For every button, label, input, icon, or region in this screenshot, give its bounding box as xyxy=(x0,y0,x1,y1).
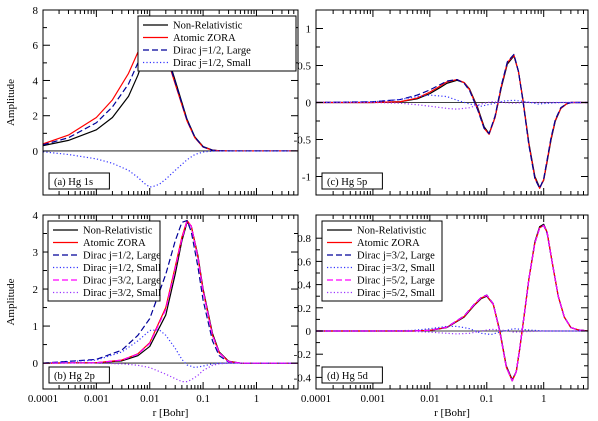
x-tick-label: 0.1 xyxy=(196,393,210,405)
panel-label: (b) Hg 2p xyxy=(54,371,95,382)
x-tick-label: 1 xyxy=(254,393,260,405)
x-tick-label: 0.01 xyxy=(140,393,159,405)
legend-label: Dirac j=3/2, Small xyxy=(357,263,435,274)
series-line-5 xyxy=(316,328,588,335)
y-tick-label: 1 xyxy=(306,24,312,36)
legend-label: Dirac j=1/2, Small xyxy=(173,58,251,69)
y-tick-label: -0.2 xyxy=(294,349,311,361)
y-tick-label: 2 xyxy=(33,111,39,123)
legend-label: Dirac j=1/2, Small xyxy=(83,263,161,274)
x-tick-label: 0.001 xyxy=(84,393,109,405)
panel-label: (d) Hg 5d xyxy=(327,371,369,382)
series-line-4 xyxy=(316,101,588,110)
legend-label: Non-Relativistic xyxy=(357,226,427,237)
y-tick-label: 0.4 xyxy=(297,280,311,292)
panel-label-box xyxy=(48,172,110,190)
legend-label: Dirac j=5/2, Small xyxy=(357,288,435,299)
y-tick-label: 6 xyxy=(33,40,39,52)
x-axis-label: r [Bohr] xyxy=(153,407,189,419)
x-ticks xyxy=(42,10,299,195)
legend-label: Non-Relativistic xyxy=(173,21,243,32)
series-group xyxy=(316,53,588,189)
series-line-0 xyxy=(316,55,588,189)
x-tick-label: 1 xyxy=(541,393,547,405)
panel-a: 0 2 4 6 8 Amplitude (a) Hg 1s Non-RelativisticA… xyxy=(5,5,299,196)
legend-label: Dirac j=3/2, Large xyxy=(83,276,161,287)
y-tick-label: 3 xyxy=(33,247,39,259)
series-line-2 xyxy=(43,34,298,152)
x-axis-label: r [Bohr] xyxy=(434,407,470,419)
legend-label: Dirac j=3/2, Small xyxy=(83,288,161,299)
y-tick-label: 4 xyxy=(33,75,39,87)
series-line-3 xyxy=(43,329,298,369)
y-tick-label: 8 xyxy=(33,5,39,17)
legend-label: Non-Relativistic xyxy=(83,226,153,237)
x-tick-label: 0.1 xyxy=(480,393,494,405)
panel-label: (a) Hg 1s xyxy=(54,177,93,188)
y-tick-label: 2 xyxy=(33,284,39,296)
series-line-3 xyxy=(316,325,588,336)
series-line-1 xyxy=(316,54,588,189)
legend-label: Dirac j=1/2, Large xyxy=(173,46,251,57)
y-tick-label: -0.4 xyxy=(294,372,312,384)
panel-label-box xyxy=(48,366,110,384)
x-tick-label: 0.0001 xyxy=(28,393,58,405)
panel-label-box xyxy=(321,366,383,384)
plot-frame xyxy=(42,9,299,196)
series-line-4 xyxy=(43,220,298,364)
y-tick-label: 0 xyxy=(33,146,39,158)
y-tick-label: 0.5 xyxy=(297,61,311,73)
legend-label: Dirac j=1/2, Large xyxy=(83,251,161,262)
legend-label: Atomic ZORA xyxy=(357,238,420,249)
x-tick-label: 0.01 xyxy=(420,393,439,405)
legend-box xyxy=(47,220,161,302)
y-axis-label: Amplitude xyxy=(5,278,17,325)
panel-label: (c) Hg 5p xyxy=(327,177,367,188)
legend-label: Atomic ZORA xyxy=(173,33,236,44)
series-line-2 xyxy=(316,53,588,189)
legend-box xyxy=(321,220,443,302)
y-tick-label: 0.8 xyxy=(297,233,311,245)
legend-label: Dirac j=3/2, Large xyxy=(357,251,435,262)
legend-label: Atomic ZORA xyxy=(83,238,146,249)
y-tick-label: -0.5 xyxy=(294,135,312,147)
panel-b: 0.0001 0.001 0.01 0.1 1 r [Bohr] 0 1 2 3 4 Amplitud… xyxy=(5,210,299,419)
series-group xyxy=(43,219,298,383)
plot-frame xyxy=(42,214,299,390)
x-tick-label: 0.0001 xyxy=(301,393,331,405)
series-line-5 xyxy=(43,362,298,383)
y-axis-label: Amplitude xyxy=(5,79,17,126)
y-ticks xyxy=(316,237,588,378)
y-tick-label: 4 xyxy=(33,210,39,222)
x-tick-label: 0.001 xyxy=(361,393,386,405)
y-tick-label: 0.2 xyxy=(297,303,311,315)
series-line-3 xyxy=(316,94,588,107)
x-ticks xyxy=(315,10,589,195)
panel-label-box xyxy=(321,172,383,190)
plot-frame xyxy=(315,214,589,390)
series-group xyxy=(316,223,588,382)
y-tick-label: 0 xyxy=(306,98,312,110)
y-tick-label: 0 xyxy=(33,358,39,370)
y-tick-label: 0.6 xyxy=(297,256,311,268)
series-line-4 xyxy=(316,224,588,382)
y-tick-label: 1 xyxy=(33,321,39,333)
legend-label: Dirac j=5/2, Large xyxy=(357,276,435,287)
y-tick-label: -1 xyxy=(302,172,311,184)
panel-c: -1 -0.5 0 0.5 1 (c) Hg 5p xyxy=(294,9,589,196)
y-tick-label: 0 xyxy=(306,326,312,338)
panel-d: 0.0001 0.001 0.01 0.1 1 r [Bohr] -0.4 -0.2 0 0.2 0… xyxy=(294,214,589,419)
